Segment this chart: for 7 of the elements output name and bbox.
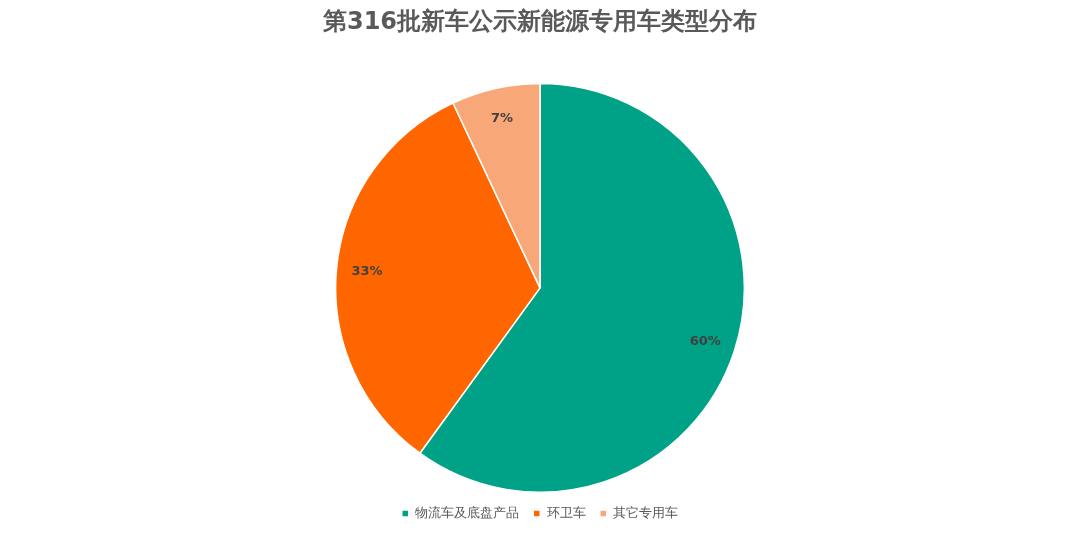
data-label: 7% xyxy=(491,109,514,125)
legend-label: 其它专用车 xyxy=(613,504,679,520)
legend-label: 物流车及底盘产品 xyxy=(415,504,520,520)
legend-label: 环卫车 xyxy=(546,504,586,520)
data-label: 60% xyxy=(689,332,721,348)
data-label: 33% xyxy=(351,262,383,278)
chart-title: 第316批新车公示新能源专用车类型分布 xyxy=(321,6,758,35)
